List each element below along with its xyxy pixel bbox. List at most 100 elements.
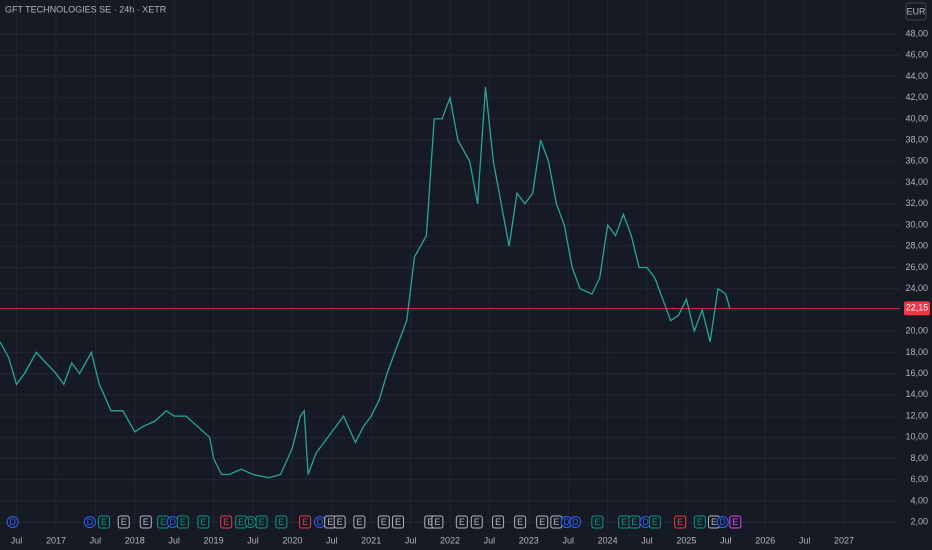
event-label: E <box>434 517 440 527</box>
event-label: E <box>121 517 127 527</box>
y-tick-label: 38,00 <box>905 134 928 144</box>
event-marker <box>674 515 687 529</box>
event-marker <box>275 515 288 529</box>
event-label: E <box>697 517 703 527</box>
event-marker <box>716 516 729 528</box>
event-label: E <box>474 517 480 527</box>
event-label: D <box>87 517 94 527</box>
event-marker <box>353 515 366 529</box>
x-tick-label: Jul <box>168 535 180 545</box>
event-label: E <box>711 517 717 527</box>
event-marker <box>391 515 404 529</box>
y-tick-label: 18,00 <box>905 347 928 357</box>
event-label: D <box>642 517 649 527</box>
y-tick-label: 40,00 <box>905 113 928 123</box>
event-label: E <box>302 517 308 527</box>
event-label: D <box>719 517 726 527</box>
last-price-label: 22,15 <box>906 303 929 313</box>
event-label: D <box>572 517 579 527</box>
y-tick-label: 24,00 <box>905 283 928 293</box>
event-marker <box>569 516 582 528</box>
event-label: E <box>143 517 149 527</box>
y-tick-label: 30,00 <box>905 219 928 229</box>
y-tick-label: 32,00 <box>905 198 928 208</box>
event-marker <box>536 515 549 529</box>
event-label: E <box>223 517 229 527</box>
event-label: E <box>101 517 107 527</box>
y-tick-label: 42,00 <box>905 92 928 102</box>
event-label: E <box>539 517 545 527</box>
event-marker <box>729 515 742 529</box>
y-tick-label: 48,00 <box>905 28 928 38</box>
x-tick-label: 2023 <box>519 535 539 545</box>
event-marker <box>139 515 152 529</box>
y-tick-label: 36,00 <box>905 156 928 166</box>
x-tick-label: 2025 <box>676 535 696 545</box>
event-marker <box>455 515 468 529</box>
event-label: D <box>563 517 570 527</box>
y-tick-label: 2,00 <box>910 517 928 527</box>
event-label: E <box>200 517 206 527</box>
x-tick-label: Jul <box>247 535 259 545</box>
x-tick-label: 2020 <box>282 535 302 545</box>
event-marker <box>255 515 268 529</box>
x-tick-label: 2024 <box>598 535 618 545</box>
event-label: E <box>356 517 362 527</box>
event-label: E <box>381 517 387 527</box>
event-label: E <box>180 517 186 527</box>
event-marker <box>117 515 130 529</box>
y-tick-label: 14,00 <box>905 389 928 399</box>
y-tick-label: 26,00 <box>905 262 928 272</box>
y-tick-label: 44,00 <box>905 71 928 81</box>
event-label: E <box>495 517 501 527</box>
y-tick-label: 20,00 <box>905 326 928 336</box>
price-line <box>0 86 731 479</box>
x-tick-label: Jul <box>484 535 496 545</box>
event-label: D <box>169 517 176 527</box>
event-marker <box>6 516 19 528</box>
event-marker <box>514 515 527 529</box>
event-label: D <box>317 517 324 527</box>
currency-button[interactable] <box>905 2 927 21</box>
event-label: E <box>395 517 401 527</box>
y-tick-label: 12,00 <box>905 410 928 420</box>
currency-label[interactable]: EUR <box>906 6 926 16</box>
x-tick-label: Jul <box>562 535 574 545</box>
event-label: D <box>9 517 16 527</box>
y-tick-label: 16,00 <box>905 368 928 378</box>
y-tick-label: 6,00 <box>910 474 928 484</box>
y-tick-label: 8,00 <box>910 453 928 463</box>
x-tick-label: Jul <box>641 535 653 545</box>
event-marker <box>298 515 311 529</box>
x-tick-label: Jul <box>799 535 811 545</box>
event-label: E <box>517 517 523 527</box>
x-tick-label: Jul <box>90 535 102 545</box>
x-tick-label: 2021 <box>361 535 381 545</box>
event-label: E <box>459 517 465 527</box>
x-tick-label: 2026 <box>755 535 775 545</box>
x-tick-label: 2022 <box>440 535 460 545</box>
event-marker <box>176 515 189 529</box>
event-label: E <box>553 517 559 527</box>
event-marker <box>648 515 661 529</box>
y-tick-label: 46,00 <box>905 50 928 60</box>
event-marker <box>197 515 210 529</box>
event-label: E <box>160 517 166 527</box>
event-label: E <box>652 517 658 527</box>
chart-title: GFT TECHNOLOGIES SE · 24h · XETR <box>5 4 167 14</box>
event-marker <box>377 515 390 529</box>
event-label: E <box>427 517 433 527</box>
event-label: E <box>621 517 627 527</box>
event-marker <box>492 515 505 529</box>
event-marker <box>98 515 111 529</box>
y-tick-label: 34,00 <box>905 177 928 187</box>
y-tick-label: 4,00 <box>910 495 928 505</box>
event-label: E <box>278 517 284 527</box>
event-label: E <box>327 517 333 527</box>
last-price-tag <box>904 301 930 316</box>
y-tick-label: 28,00 <box>905 241 928 251</box>
event-label: E <box>594 517 600 527</box>
event-label: D <box>247 517 254 527</box>
